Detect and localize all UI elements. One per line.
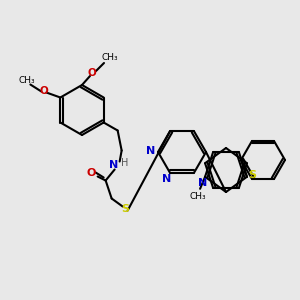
Text: S: S	[122, 203, 130, 214]
Text: O: O	[40, 86, 49, 97]
Text: N: N	[146, 146, 156, 156]
Text: H: H	[121, 158, 128, 169]
Text: CH₃: CH₃	[18, 76, 35, 85]
Text: N: N	[199, 178, 208, 188]
Text: N: N	[109, 160, 118, 170]
Text: CH₃: CH₃	[102, 52, 118, 62]
Text: O: O	[88, 68, 96, 78]
Text: N: N	[162, 174, 172, 184]
Text: CH₃: CH₃	[190, 192, 206, 201]
Text: O: O	[87, 167, 96, 178]
Text: S: S	[248, 170, 256, 180]
